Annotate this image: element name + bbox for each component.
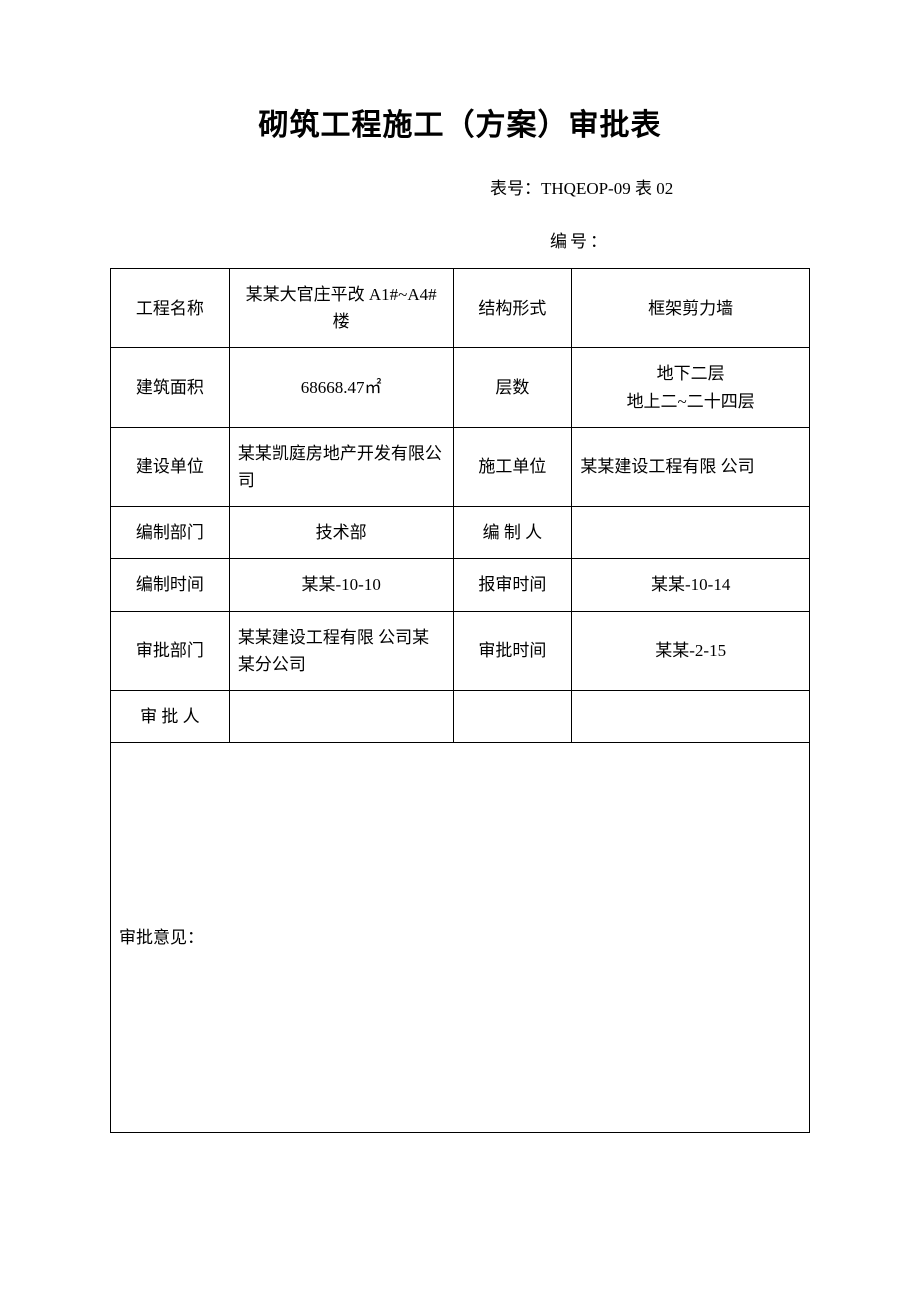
approver-label: 审 批 人 bbox=[111, 690, 230, 742]
page-title: 砌筑工程施工（方案）审批表 bbox=[110, 100, 810, 144]
table-row: 审批意见： bbox=[111, 743, 810, 1133]
approver-value bbox=[229, 690, 453, 742]
serial-number-line: 编号： bbox=[110, 227, 810, 252]
approval-table: 工程名称 某某大官庄平改 A1#~A4#楼 结构形式 框架剪力墙 建筑面积 68… bbox=[110, 268, 810, 1133]
table-row: 审批部门 某某建设工程有限 公司某某分公司 审批时间 某某-2-15 bbox=[111, 611, 810, 690]
compile-dept-label: 编制部门 bbox=[111, 507, 230, 559]
approval-dept-label: 审批部门 bbox=[111, 611, 230, 690]
table-row: 工程名称 某某大官庄平改 A1#~A4#楼 结构形式 框架剪力墙 bbox=[111, 269, 810, 348]
table-row: 建设单位 某某凯庭房地产开发有限公司 施工单位 某某建设工程有限 公司 bbox=[111, 427, 810, 506]
table-row: 审 批 人 bbox=[111, 690, 810, 742]
approval-opinion-label: 审批意见： bbox=[119, 928, 204, 947]
form-number-value: THQEOP-09 表 02 bbox=[541, 179, 673, 198]
structure-type-value: 框架剪力墙 bbox=[572, 269, 810, 348]
approver-empty-1 bbox=[453, 690, 572, 742]
floors-value: 地下二层 地上二~二十四层 bbox=[572, 348, 810, 427]
contractor-value: 某某建设工程有限 公司 bbox=[572, 427, 810, 506]
form-number-line: 表号：THQEOP-09 表 02 bbox=[110, 174, 810, 199]
approval-time-label: 审批时间 bbox=[453, 611, 572, 690]
table-row: 编制时间 某某-10-10 报审时间 某某-10-14 bbox=[111, 559, 810, 611]
compiler-label: 编 制 人 bbox=[453, 507, 572, 559]
table-row: 编制部门 技术部 编 制 人 bbox=[111, 507, 810, 559]
approval-opinion-cell: 审批意见： bbox=[111, 743, 810, 1133]
floors-value-line1: 地下二层 bbox=[580, 360, 801, 387]
floors-value-line2: 地上二~二十四层 bbox=[580, 388, 801, 415]
building-area-value: 68668.47㎡ bbox=[229, 348, 453, 427]
approval-dept-value: 某某建设工程有限 公司某某分公司 bbox=[229, 611, 453, 690]
compile-time-label: 编制时间 bbox=[111, 559, 230, 611]
table-row: 建筑面积 68668.47㎡ 层数 地下二层 地上二~二十四层 bbox=[111, 348, 810, 427]
construction-owner-label: 建设单位 bbox=[111, 427, 230, 506]
approver-empty-2 bbox=[572, 690, 810, 742]
contractor-label: 施工单位 bbox=[453, 427, 572, 506]
project-name-label: 工程名称 bbox=[111, 269, 230, 348]
submit-time-value: 某某-10-14 bbox=[572, 559, 810, 611]
serial-number-label: 编号： bbox=[550, 232, 610, 251]
structure-type-label: 结构形式 bbox=[453, 269, 572, 348]
building-area-label: 建筑面积 bbox=[111, 348, 230, 427]
compile-dept-value: 技术部 bbox=[229, 507, 453, 559]
construction-owner-value: 某某凯庭房地产开发有限公司 bbox=[229, 427, 453, 506]
compile-time-value: 某某-10-10 bbox=[229, 559, 453, 611]
floors-label: 层数 bbox=[453, 348, 572, 427]
form-number-label: 表号： bbox=[490, 179, 541, 198]
compiler-value bbox=[572, 507, 810, 559]
submit-time-label: 报审时间 bbox=[453, 559, 572, 611]
approval-time-value: 某某-2-15 bbox=[572, 611, 810, 690]
project-name-value: 某某大官庄平改 A1#~A4#楼 bbox=[229, 269, 453, 348]
